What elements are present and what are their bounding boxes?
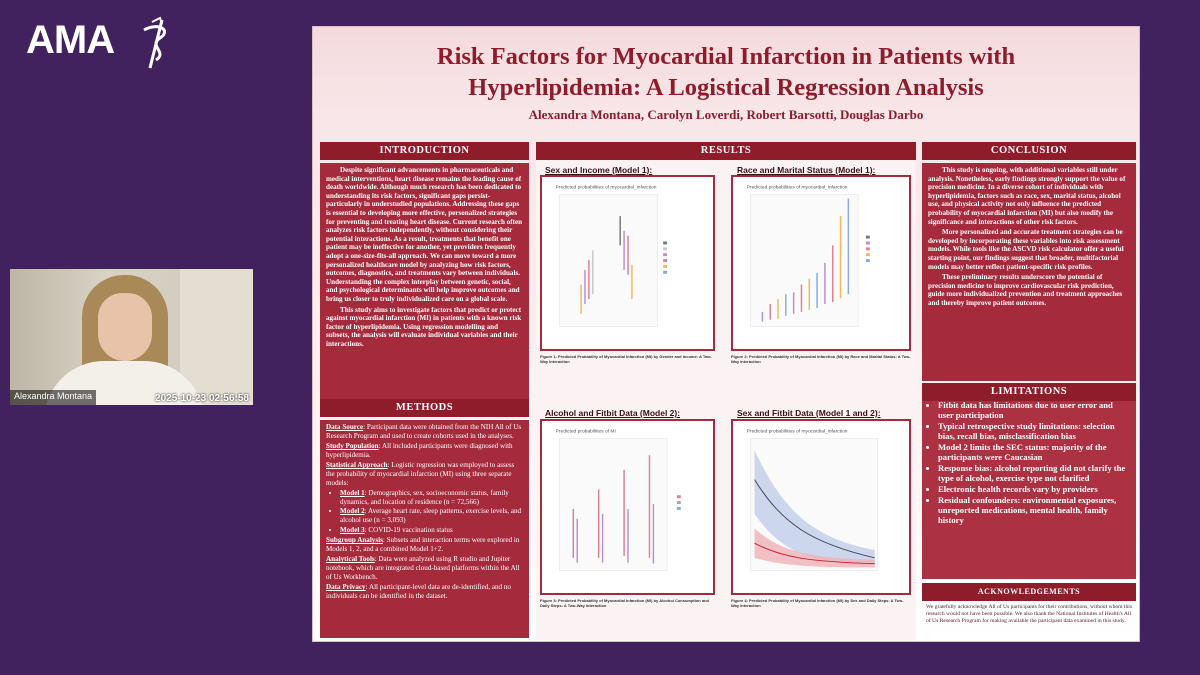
staff-of-asclepius-icon (143, 16, 167, 69)
participant-name-label: Alexandra Montana (10, 390, 97, 405)
conclusion-p1: This study is ongoing, with additional v… (928, 166, 1126, 226)
plot2-title: Race and Marital Status (Model 1): (737, 165, 876, 175)
study-population-label: Study Population (326, 442, 379, 451)
plot4-line-2 (754, 542, 875, 565)
plot3-inner-title: Predicted probabilities of MI (556, 429, 616, 435)
participant-face (98, 293, 152, 361)
poster-authors: Alexandra Montana, Carolyn Loverdi, Robe… (528, 107, 924, 122)
research-poster: Risk Factors for Myocardial Infarction i… (312, 26, 1140, 642)
subgroup-text: : Subsets and interaction terms were exp… (326, 536, 520, 553)
figure3-caption: Figure 3: Predicted Probability of Myoca… (540, 598, 715, 636)
conclusion-heading: CONCLUSION (922, 142, 1136, 160)
plot3-panel (559, 438, 668, 571)
video-timestamp: 2025-10-23 02:56:58 (155, 393, 249, 404)
statistical-approach-text: : Logistic regression was employed to as… (326, 461, 515, 487)
results-heading: RESULTS (536, 142, 916, 160)
plot1-panel (559, 194, 658, 327)
figure2-caption: Figure 2: Predicted Probability of Myoca… (731, 354, 911, 386)
plot4-title: Sex and Fitbit Data (Model 1 and 2): (737, 408, 881, 418)
methods-heading: METHODS (320, 399, 529, 417)
plot-sex-income: Predicted probabilities of myocardial_in… (540, 175, 715, 351)
plot2-legend (865, 235, 870, 263)
logo-text: AMA (26, 18, 115, 62)
plot-alcohol-fitbit-chart: Predicted probabilities of MI (556, 429, 681, 571)
plot1-legend (663, 241, 668, 274)
figure1-caption: Figure 1: Predicted Probability of Myoca… (540, 354, 715, 386)
conclusion-section: This study is ongoing, with additional v… (922, 163, 1136, 381)
participant-video-tile[interactable]: Alexandra Montana 2025-10-23 02:56:58 (10, 269, 253, 405)
data-source-text: : Participant data were obtained from th… (326, 423, 522, 440)
tools-text: : Data were analyzed using R studio and … (326, 555, 520, 581)
statistical-approach-label: Statistical Approach (326, 461, 388, 470)
limitations-heading: LIMITATIONS (922, 383, 1136, 401)
plot-race-marital: Predicted probabilities of myocardial_in… (731, 175, 911, 351)
model3-label: Model 3 (340, 525, 365, 534)
model2-item: Model 2: Average heart rate, sleep patte… (340, 507, 523, 524)
plot-sex-fitbit-chart: Predicted probabilities of myocardial_in… (747, 429, 878, 571)
model3-text: : COVID-19 vaccination status (364, 525, 453, 534)
plot-sex-fitbit: Predicted probabilities of myocardial_in… (731, 419, 911, 595)
plot-race-marital-chart: Predicted probabilities of myocardial_in… (747, 185, 870, 327)
model3-item: Model 3: COVID-19 vaccination status (340, 526, 523, 535)
poster-title-line1: Risk Factors for Myocardial Infarction i… (436, 43, 1016, 70)
acknowledgements-heading: ACKNOWLEDGEMENTS (922, 583, 1136, 601)
figure1-caption-title: Figure 1: Predicted Probability of Myoca… (540, 354, 712, 365)
plot2-inner-title: Predicted probabilities of myocardial_in… (747, 185, 848, 191)
figure2-caption-title: Figure 2: Predicted Probability of Myoca… (731, 354, 911, 365)
poster-title-line2: Hyperlipidemia: A Logistical Regression … (468, 74, 984, 101)
model1-text: : Demographics, sex, socioeconomic statu… (340, 489, 509, 506)
plot4-ribbon-red (754, 528, 875, 568)
plot-alcohol-fitbit: Predicted probabilities of MI (540, 419, 715, 595)
plot3-marks (572, 455, 655, 564)
limitations-section: LIMITATIONS Fitbit data has limitations … (922, 383, 1136, 579)
poster-title: Risk Factors for Myocardial Infarction i… (313, 41, 1139, 103)
introduction-section: Despite significant advancements in phar… (320, 163, 529, 415)
limitation-item: Fitbit data has limitations due to user … (938, 400, 1130, 420)
plot1-marks (580, 216, 633, 314)
introduction-p1: Despite significant advancements in phar… (326, 166, 523, 303)
plot3-legend (676, 495, 681, 510)
plot1-inner-title: Predicted probabilities of myocardial_in… (556, 185, 657, 191)
ama-logo: AMA (26, 16, 176, 70)
model2-text: : Average heart rate, sleep patterns, ex… (340, 507, 522, 524)
study-population-text: : All included participants were diagnos… (326, 442, 513, 459)
figure3-caption-title: Figure 3: Predicted Probability of Myoca… (540, 598, 709, 609)
plot4-ribbon-blue (754, 450, 875, 566)
limitation-item: Electronic health records vary by provid… (938, 484, 1130, 494)
model2-label: Model 2 (340, 507, 365, 516)
plot2-marks (761, 198, 850, 322)
plot-sex-income-chart: Predicted probabilities of myocardial_in… (556, 185, 668, 327)
model1-label: Model 1 (340, 489, 365, 498)
limitation-item: Residual confounders: environmental expo… (938, 495, 1130, 525)
subgroup-label: Subgroup Analysis (326, 536, 383, 545)
methods-section: Data Source: Participant data were obtai… (320, 420, 529, 638)
conclusion-p2: More personalized and accurate treatment… (928, 228, 1124, 271)
plot4-line-1 (754, 479, 875, 559)
model1-item: Model 1: Demographics, sex, socioeconomi… (340, 489, 523, 506)
tools-label: Analytical Tools (326, 555, 375, 564)
limitation-item: Typical retrospective study limitations:… (938, 421, 1130, 441)
figure4-caption-title: Figure 4: Predicted Probability of Myoca… (731, 598, 904, 609)
conclusion-p3: These preliminary results underscore the… (928, 273, 1123, 307)
figure4-caption: Figure 4: Predicted Probability of Myoca… (731, 598, 911, 636)
introduction-heading: INTRODUCTION (320, 142, 529, 160)
privacy-label: Data Privacy (326, 583, 366, 592)
data-source-label: Data Source (326, 423, 364, 431)
limitation-item: Response bias: alcohol reporting did not… (938, 463, 1130, 483)
plot3-title: Alcohol and Fitbit Data (Model 2): (545, 408, 681, 418)
privacy-text: : All participant-level data are de-iden… (326, 583, 511, 600)
plot2-panel (750, 194, 859, 327)
limitation-item: Model 2 limits the SEC status: majority … (938, 442, 1130, 462)
acknowledgements-text: We gratefully acknowledge All of Us part… (926, 604, 1133, 624)
introduction-p2: This study aims to investigate factors t… (326, 305, 522, 348)
plot1-title: Sex and Income (Model 1): (545, 165, 653, 175)
plot4-inner-title: Predicted probabilities of myocardial_in… (747, 429, 848, 435)
